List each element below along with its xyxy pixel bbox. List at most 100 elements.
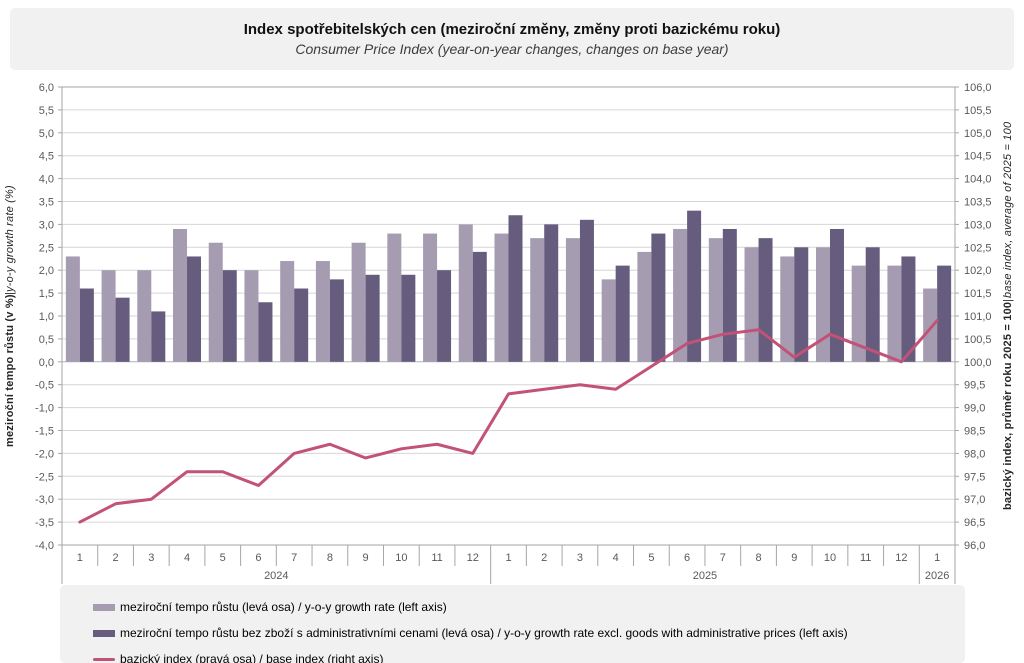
bar-yoy-2024-4: [173, 228, 188, 362]
bar-yoy-excl-2025-10: [829, 228, 844, 362]
right-tick-label: 104,5: [964, 151, 992, 163]
left-axis-title: meziroční tempo růstu (v %) | y-o-y grow…: [4, 87, 16, 545]
month-label: 6: [255, 552, 261, 564]
bar-yoy-2025-6: [673, 228, 688, 362]
year-label-2025: 2025: [693, 570, 717, 582]
bar-yoy-excl-2024-11: [437, 270, 452, 362]
bar-yoy-2024-9: [351, 242, 366, 362]
legend-item-yoy-excl: meziroční tempo růstu bez zboží s admini…: [93, 620, 965, 646]
right-tick-label: 103,5: [964, 197, 992, 209]
right-tick-label: 98,5: [964, 426, 985, 438]
left-tick-label: 4,5: [39, 151, 54, 163]
bar-yoy-excl-2025-3: [579, 219, 594, 362]
bar-yoy-2024-12: [458, 224, 473, 362]
left-tick-label: -2,0: [35, 448, 54, 460]
legend-label-yoy-excl: meziroční tempo růstu bez zboží s admini…: [120, 626, 848, 640]
bar-yoy-2024-3: [137, 270, 152, 362]
right-tick-label: 105,5: [964, 105, 992, 117]
right-axis-title: bazický index, průměr roku 2025 = 100 | …: [1002, 87, 1014, 545]
bar-yoy-excl-2025-8: [758, 238, 773, 362]
bar-yoy-excl-2026-1: [937, 265, 952, 362]
left-tick-label: 2,0: [39, 265, 54, 277]
bar-yoy-excl-2024-1: [79, 288, 94, 362]
chart-title: Index spotřebitelských cen (meziroční zm…: [243, 20, 781, 38]
right-tick-label: 106,0: [964, 82, 992, 94]
bar-yoy-2025-3: [565, 238, 580, 362]
month-label: 1: [934, 552, 940, 564]
left-axis-title-english: y-o-y growth rate (%): [4, 184, 16, 292]
right-tick-label: 100,5: [964, 334, 992, 346]
bar-yoy-excl-2024-12: [472, 251, 487, 362]
bar-yoy-excl-2025-4: [615, 265, 630, 362]
left-tick-label: -3,5: [35, 517, 54, 529]
bar-yoy-excl-2025-11: [865, 247, 880, 362]
month-label: 10: [395, 552, 407, 564]
month-label: 8: [327, 552, 333, 564]
bar-yoy-2024-7: [280, 261, 295, 362]
bar-yoy-2025-11: [851, 265, 866, 362]
left-axis-title-separator: |: [4, 291, 16, 295]
left-tick-label: 1,5: [39, 288, 54, 300]
bar-yoy-2024-8: [315, 261, 330, 362]
right-tick-label: 105,0: [964, 128, 992, 140]
right-tick-label: 99,0: [964, 403, 985, 415]
left-tick-label: -1,5: [35, 426, 54, 438]
left-tick-label: -4,0: [35, 540, 54, 552]
bar-yoy-excl-2024-4: [187, 256, 202, 362]
legend: meziroční tempo růstu (levá osa) / y-o-y…: [60, 585, 965, 663]
month-label: 12: [895, 552, 907, 564]
right-axis-title-english: base index, average of 2025 = 100: [1002, 122, 1014, 299]
right-tick-label: 104,0: [964, 174, 992, 186]
legend-item-yoy: meziroční tempo růstu (levá osa) / y-o-y…: [93, 594, 965, 620]
right-tick-label: 96,5: [964, 517, 985, 529]
left-tick-label: -0,5: [35, 380, 54, 392]
month-label: 11: [860, 552, 871, 564]
bar-yoy-excl-2025-9: [794, 247, 809, 362]
bar-yoy-2026-1: [923, 288, 938, 362]
bar-yoy-excl-2024-9: [365, 274, 380, 362]
plot-border: [61, 86, 956, 546]
bar-yoy-excl-2024-8: [329, 279, 344, 362]
right-axis-title-czech: bazický index, průměr roku 2025 = 100: [1002, 301, 1014, 510]
bar-yoy-2024-10: [387, 233, 402, 362]
axis-ticks: [58, 86, 959, 546]
legend-label-base-index: bazický index (pravá osa) / base index (…: [120, 652, 384, 663]
bar-yoy-2024-6: [244, 270, 259, 362]
bar-yoy-2024-2: [101, 270, 116, 362]
month-label: 2: [541, 552, 547, 564]
bar-yoy-2025-9: [780, 256, 795, 362]
left-tick-label: 3,0: [39, 219, 54, 231]
bar-yoy-excl-2024-3: [151, 311, 166, 362]
bar-yoy-excl-2025-6: [687, 210, 702, 362]
legend-swatch-yoy-bar: [93, 603, 115, 611]
bar-yoy-excl-2025-5: [651, 233, 666, 362]
month-label: 10: [824, 552, 836, 564]
left-tick-label: 6,0: [39, 82, 54, 94]
left-tick-label: 1,0: [39, 311, 54, 323]
bar-yoy-2025-8: [744, 247, 759, 362]
bar-yoy-2025-2: [530, 238, 545, 362]
month-label: 5: [220, 552, 226, 564]
right-tick-label: 97,0: [964, 494, 985, 506]
month-label: 5: [648, 552, 654, 564]
bar-yoy-2025-1: [494, 233, 509, 362]
legend-swatch-base-index-line: [93, 657, 115, 661]
month-label: 7: [291, 552, 297, 564]
month-label: 7: [720, 552, 726, 564]
bar-yoy-excl-2025-1: [508, 215, 523, 362]
bar-yoy-excl-2024-10: [401, 274, 416, 362]
right-tick-labels: 106,0 105,5 105,0 104,5 104,0 103,5 103,0 102,5…: [964, 82, 992, 552]
right-tick-label: 96,0: [964, 540, 985, 552]
right-tick-label: 102,5: [964, 242, 992, 254]
bar-yoy-2025-4: [601, 279, 616, 362]
left-tick-label: -1,0: [35, 403, 54, 415]
month-label: 8: [755, 552, 761, 564]
month-label: 9: [363, 552, 369, 564]
left-tick-label: 5,5: [39, 105, 54, 117]
left-tick-label: -2,5: [35, 471, 54, 483]
legend-swatch-yoy-excl-bar: [93, 629, 115, 637]
bar-yoy-excl-2024-6: [258, 302, 273, 362]
bar-yoy-excl-2025-12: [901, 256, 916, 362]
left-tick-label: 2,5: [39, 242, 54, 254]
